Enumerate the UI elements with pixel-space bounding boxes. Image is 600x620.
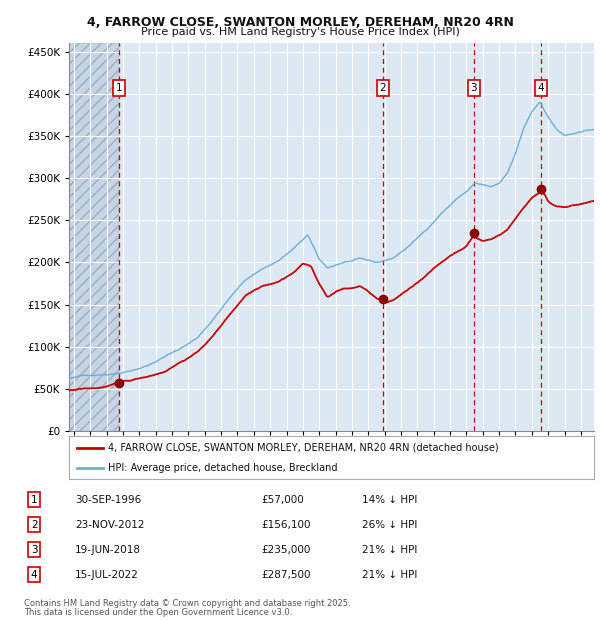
Text: Price paid vs. HM Land Registry's House Price Index (HPI): Price paid vs. HM Land Registry's House … <box>140 27 460 37</box>
Text: £287,500: £287,500 <box>261 570 310 580</box>
Text: Contains HM Land Registry data © Crown copyright and database right 2025.: Contains HM Land Registry data © Crown c… <box>24 599 350 608</box>
Text: 3: 3 <box>470 83 477 93</box>
Text: 19-JUN-2018: 19-JUN-2018 <box>75 545 141 555</box>
Text: 23-NOV-2012: 23-NOV-2012 <box>75 520 144 530</box>
Text: 4, FARROW CLOSE, SWANTON MORLEY, DEREHAM, NR20 4RN: 4, FARROW CLOSE, SWANTON MORLEY, DEREHAM… <box>86 16 514 29</box>
Text: £235,000: £235,000 <box>261 545 310 555</box>
Text: 21% ↓ HPI: 21% ↓ HPI <box>362 545 418 555</box>
Text: 4: 4 <box>538 83 544 93</box>
Text: 2: 2 <box>31 520 37 530</box>
Text: 21% ↓ HPI: 21% ↓ HPI <box>362 570 418 580</box>
Text: 1: 1 <box>31 495 37 505</box>
Text: £57,000: £57,000 <box>261 495 304 505</box>
Text: This data is licensed under the Open Government Licence v3.0.: This data is licensed under the Open Gov… <box>24 608 292 617</box>
Text: 15-JUL-2022: 15-JUL-2022 <box>75 570 139 580</box>
Text: 2: 2 <box>380 83 386 93</box>
Text: 14% ↓ HPI: 14% ↓ HPI <box>362 495 418 505</box>
Text: 4: 4 <box>31 570 37 580</box>
Text: £156,100: £156,100 <box>261 520 310 530</box>
Text: 3: 3 <box>31 545 37 555</box>
Text: 30-SEP-1996: 30-SEP-1996 <box>75 495 141 505</box>
Text: HPI: Average price, detached house, Breckland: HPI: Average price, detached house, Brec… <box>109 463 338 473</box>
Text: 26% ↓ HPI: 26% ↓ HPI <box>362 520 418 530</box>
Text: 1: 1 <box>116 83 122 93</box>
Text: 4, FARROW CLOSE, SWANTON MORLEY, DEREHAM, NR20 4RN (detached house): 4, FARROW CLOSE, SWANTON MORLEY, DEREHAM… <box>109 443 499 453</box>
